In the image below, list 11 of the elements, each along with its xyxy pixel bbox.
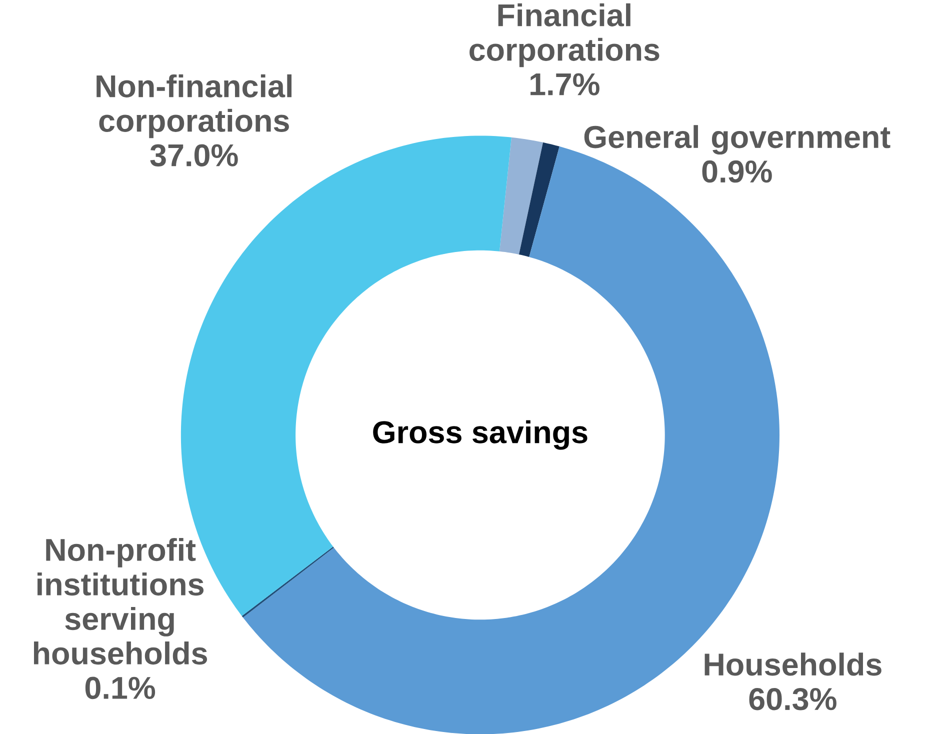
slice-label: Non-profit institutions serving households [34,538,208,664]
data-label: 60.3% [749,688,836,710]
text: Gross savings [373,420,588,450]
data-label: 37.0% [150,144,238,166]
data-label: 1.7% [530,73,600,96]
slice-label: Non-financial corporations [96,74,292,138]
data-label: 0.1% [85,676,156,699]
slice-label: General government [584,124,890,154]
slice-label: Households [704,652,882,676]
data-label: 0.9% [702,160,772,183]
slice-label: Financial corporations [470,3,660,68]
